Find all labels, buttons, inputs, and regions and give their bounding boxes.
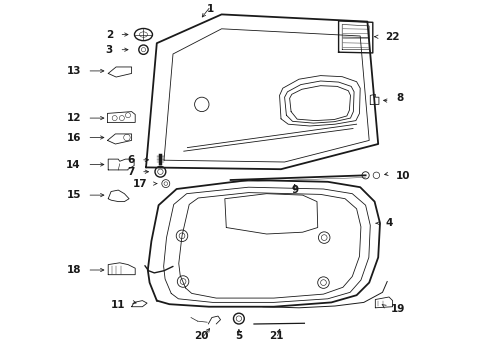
Text: 15: 15 [66, 190, 81, 200]
Text: 20: 20 [195, 330, 209, 341]
Text: 13: 13 [66, 66, 81, 76]
Text: 11: 11 [111, 300, 125, 310]
Text: 1: 1 [207, 4, 215, 14]
Text: 4: 4 [386, 218, 393, 228]
Text: 19: 19 [391, 304, 405, 314]
Text: 7: 7 [127, 167, 134, 177]
Text: 16: 16 [66, 132, 81, 143]
Text: 17: 17 [132, 179, 147, 189]
Text: 10: 10 [396, 171, 411, 181]
Text: 8: 8 [396, 93, 403, 103]
Text: 3: 3 [106, 45, 113, 55]
Text: 22: 22 [385, 32, 399, 42]
Text: 2: 2 [106, 30, 113, 40]
Text: 21: 21 [270, 330, 284, 341]
Text: 9: 9 [291, 185, 298, 195]
Text: 14: 14 [66, 159, 81, 170]
Text: 6: 6 [127, 155, 134, 165]
Text: 18: 18 [66, 265, 81, 275]
Text: 5: 5 [235, 330, 243, 341]
Text: 12: 12 [66, 113, 81, 123]
